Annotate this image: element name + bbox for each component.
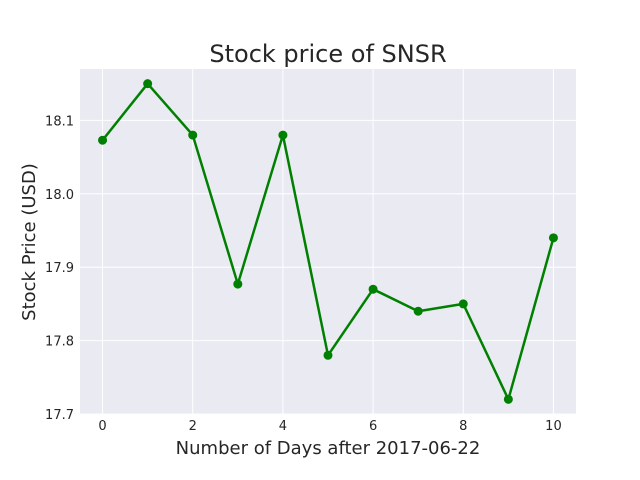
- data-point: [458, 299, 468, 309]
- y-tick-label: 18.0: [45, 188, 74, 203]
- data-point: [143, 79, 153, 89]
- data-point: [278, 130, 288, 140]
- x-tick-label: 8: [459, 419, 467, 434]
- chart-title: Stock price of SNSR: [209, 40, 446, 68]
- x-axis-label: Number of Days after 2017-06-22: [176, 438, 481, 459]
- data-point: [503, 394, 513, 404]
- x-tick-label: 6: [369, 419, 377, 434]
- y-tick-label: 18.1: [45, 114, 74, 129]
- data-points: [98, 79, 558, 404]
- y-tick-label: 17.7: [45, 408, 74, 423]
- data-point: [98, 135, 108, 145]
- data-point: [548, 233, 558, 243]
- x-tick-label: 10: [545, 419, 562, 434]
- x-tick-label: 0: [98, 419, 106, 434]
- x-tick-label: 4: [279, 419, 287, 434]
- y-tick-label: 17.8: [45, 335, 74, 350]
- y-axis-label: Stock Price (USD): [19, 163, 40, 321]
- y-tick-labels: 17.7 17.8 17.9 18.0 18.1: [45, 114, 74, 423]
- y-tick-label: 17.9: [45, 261, 74, 276]
- data-point: [413, 306, 423, 316]
- data-point: [233, 279, 243, 289]
- x-tick-labels: 0 2 4 6 8 10: [98, 419, 561, 434]
- data-point: [188, 130, 198, 140]
- grid-lines: [80, 69, 576, 415]
- x-tick-label: 2: [189, 419, 197, 434]
- data-point: [368, 284, 378, 294]
- data-point: [323, 350, 333, 360]
